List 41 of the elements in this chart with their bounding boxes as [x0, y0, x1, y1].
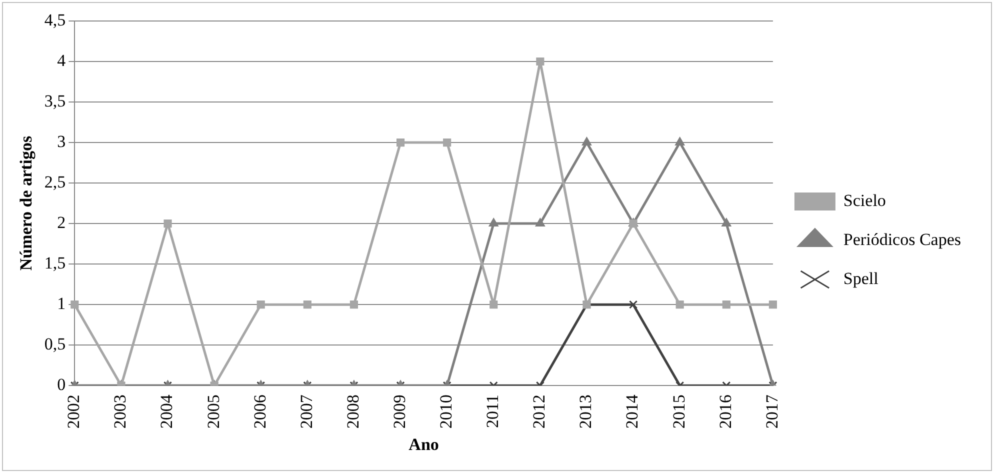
x-axis-title: Ano	[408, 435, 439, 454]
x-tick-label: 2011	[483, 394, 502, 428]
y-tick-label: 4	[57, 50, 66, 70]
y-tick-label: 3,5	[44, 91, 66, 110]
point	[164, 220, 172, 228]
legend-label: Spell	[843, 268, 879, 288]
point	[488, 218, 498, 227]
point	[582, 137, 592, 146]
x-tick-label: 2002	[64, 394, 84, 429]
legend-label: Periódicos Capes	[843, 230, 962, 249]
point	[628, 300, 638, 309]
x-tick-label: 2014	[622, 394, 642, 429]
y-axis-title: Número de artigos	[16, 136, 36, 271]
point	[443, 138, 452, 147]
point	[396, 138, 405, 147]
y-tick-label: 0	[57, 375, 66, 394]
x-tick-label: 2015	[669, 394, 688, 429]
x-tick-label: 2005	[204, 394, 223, 429]
point	[722, 218, 732, 227]
x-tick-label: 2017	[762, 394, 782, 429]
x-tick-label: 2006	[250, 394, 270, 429]
x-tick-label: 2010	[436, 394, 456, 429]
x-tick-label: 2012	[530, 394, 549, 429]
x-tick-label: 2013	[576, 394, 596, 429]
x-tick-label: 2008	[343, 394, 362, 429]
x-tick-label: 2004	[157, 394, 176, 429]
y-tick-label: 4,5	[44, 10, 66, 30]
y-tick-label: 1,5	[44, 254, 66, 273]
x-tick-label: 2003	[110, 394, 130, 429]
y-tick-label: 1	[57, 294, 66, 314]
y-tick-label: 2,5	[44, 172, 66, 192]
legend-label: Scielo	[843, 190, 886, 210]
x-tick-label: 2009	[390, 394, 409, 429]
point	[675, 137, 685, 146]
x-tick-label: 2016	[716, 394, 735, 429]
point	[536, 57, 544, 66]
y-tick-label: 2	[57, 213, 66, 232]
y-tick-label: 0,5	[44, 334, 66, 354]
point	[535, 218, 546, 227]
y-tick-label: 3	[57, 132, 66, 151]
x-tick-label: 2007	[296, 394, 316, 429]
